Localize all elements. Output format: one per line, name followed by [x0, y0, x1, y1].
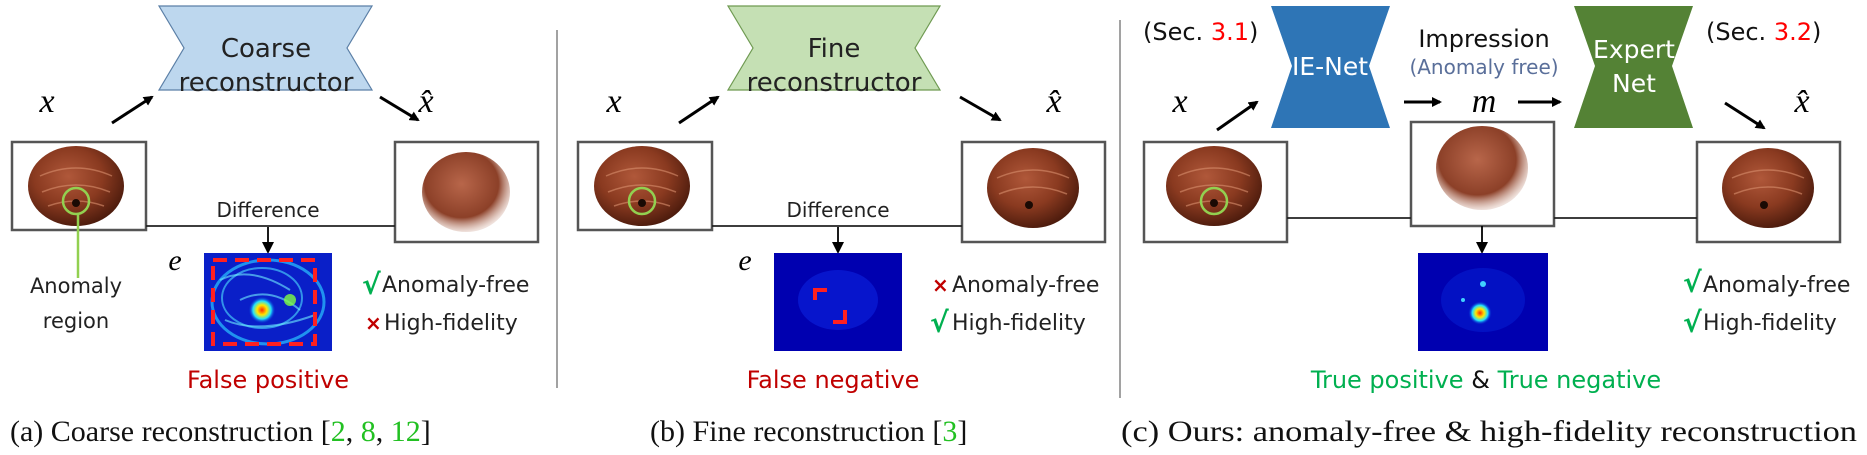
- fine-reconstructor-block: [726, 5, 942, 91]
- hazelnut-image-b: [594, 146, 690, 226]
- output-image-c: [1722, 148, 1814, 228]
- caption-a: (a) Coarse reconstruction [2, 8, 12]: [10, 415, 431, 448]
- impression-image: [1436, 126, 1528, 210]
- verdict-false-negative: False negative: [747, 366, 920, 394]
- arrow-from-coarse: [379, 95, 420, 122]
- false-negative-box: [813, 288, 847, 324]
- sec-ref-right: (Sec. 3.2): [1706, 18, 1821, 46]
- hazelnut-image-c: [1166, 146, 1262, 226]
- x-symbol-c: x: [1171, 83, 1187, 120]
- check2-text-b: High-fidelity: [952, 311, 1086, 336]
- sharp-recon-image-b: [987, 148, 1079, 228]
- check1-text-b: Anomaly-free: [952, 273, 1099, 298]
- e-symbol: e: [168, 244, 181, 277]
- panel-b: Fine reconstructor x x̂ Difference e × A…: [576, 5, 1107, 448]
- check2-mark: ×: [365, 311, 382, 335]
- check2-text-c: High-fidelity: [1703, 311, 1837, 336]
- anomaly-circle: [61, 186, 91, 216]
- expert-net-label-2: Net: [1612, 69, 1656, 98]
- false-positive-box: [211, 258, 317, 346]
- difference-label: Difference: [216, 198, 319, 222]
- check1-text: Anomaly-free: [382, 273, 529, 298]
- check2-mark-b: √: [930, 306, 949, 339]
- coarse-label-1: Coarse: [221, 34, 311, 64]
- caption-c: (c) Ours: anomaly-free & high-fidelity r…: [1121, 415, 1857, 448]
- check1-text-c: Anomaly-free: [1703, 273, 1850, 298]
- impression-label: Impression: [1418, 25, 1549, 53]
- verdict-false-positive: False positive: [187, 366, 349, 394]
- arrow-from-fine: [959, 95, 1002, 122]
- panel-a: Coarse reconstructor x x̂ Anomaly region…: [10, 5, 540, 448]
- caption-b: (b) Fine reconstruction [3]: [650, 415, 967, 448]
- hazelnut-image: [28, 146, 124, 226]
- x-symbol: x: [38, 83, 54, 120]
- check2-mark-c: √: [1683, 306, 1702, 339]
- coarse-reconstructor-block: [157, 5, 374, 91]
- blurry-recon-image: [422, 152, 510, 232]
- fine-label-1: Fine: [808, 34, 861, 64]
- arrow-to-fine: [678, 95, 720, 125]
- panel-c: (Sec. 3.1) (Sec. 3.2) IE-Net Expert Net …: [1121, 6, 1857, 448]
- check1-mark-c: √: [1683, 266, 1702, 299]
- expert-net-block: [1574, 6, 1693, 128]
- arrow-to-coarse: [111, 95, 154, 125]
- anomaly-region-1: Anomaly: [30, 274, 122, 298]
- check1-mark-b: ×: [932, 273, 949, 297]
- m-symbol: m: [1472, 83, 1497, 120]
- sec-ref-left: (Sec. 3.1): [1143, 18, 1258, 46]
- e-symbol-b: e: [738, 244, 751, 277]
- xhat-symbol-b: x̂: [1045, 83, 1061, 120]
- anomaly-region-2: region: [43, 309, 109, 333]
- check2-text: High-fidelity: [384, 311, 518, 336]
- coarse-label-2: reconstructor: [179, 68, 354, 98]
- xhat-symbol-c: x̂: [1793, 83, 1809, 120]
- arrow-from-expert: [1724, 101, 1766, 130]
- expert-net-label-1: Expert: [1593, 35, 1675, 64]
- fine-label-2: reconstructor: [747, 68, 922, 98]
- x-symbol-b: x: [605, 83, 621, 120]
- detected-hotspot: [1468, 301, 1492, 325]
- ie-net-label: IE-Net: [1292, 52, 1368, 81]
- anomaly-free-paren: (Anomaly free): [1409, 55, 1558, 79]
- arrow-to-ienet: [1216, 100, 1259, 132]
- verdict-true: True positive & True negative: [1310, 366, 1661, 394]
- ie-net-block: [1271, 6, 1390, 128]
- xhat-symbol: x̂: [417, 83, 433, 120]
- difference-label-b: Difference: [786, 198, 889, 222]
- check1-mark: √: [362, 268, 381, 301]
